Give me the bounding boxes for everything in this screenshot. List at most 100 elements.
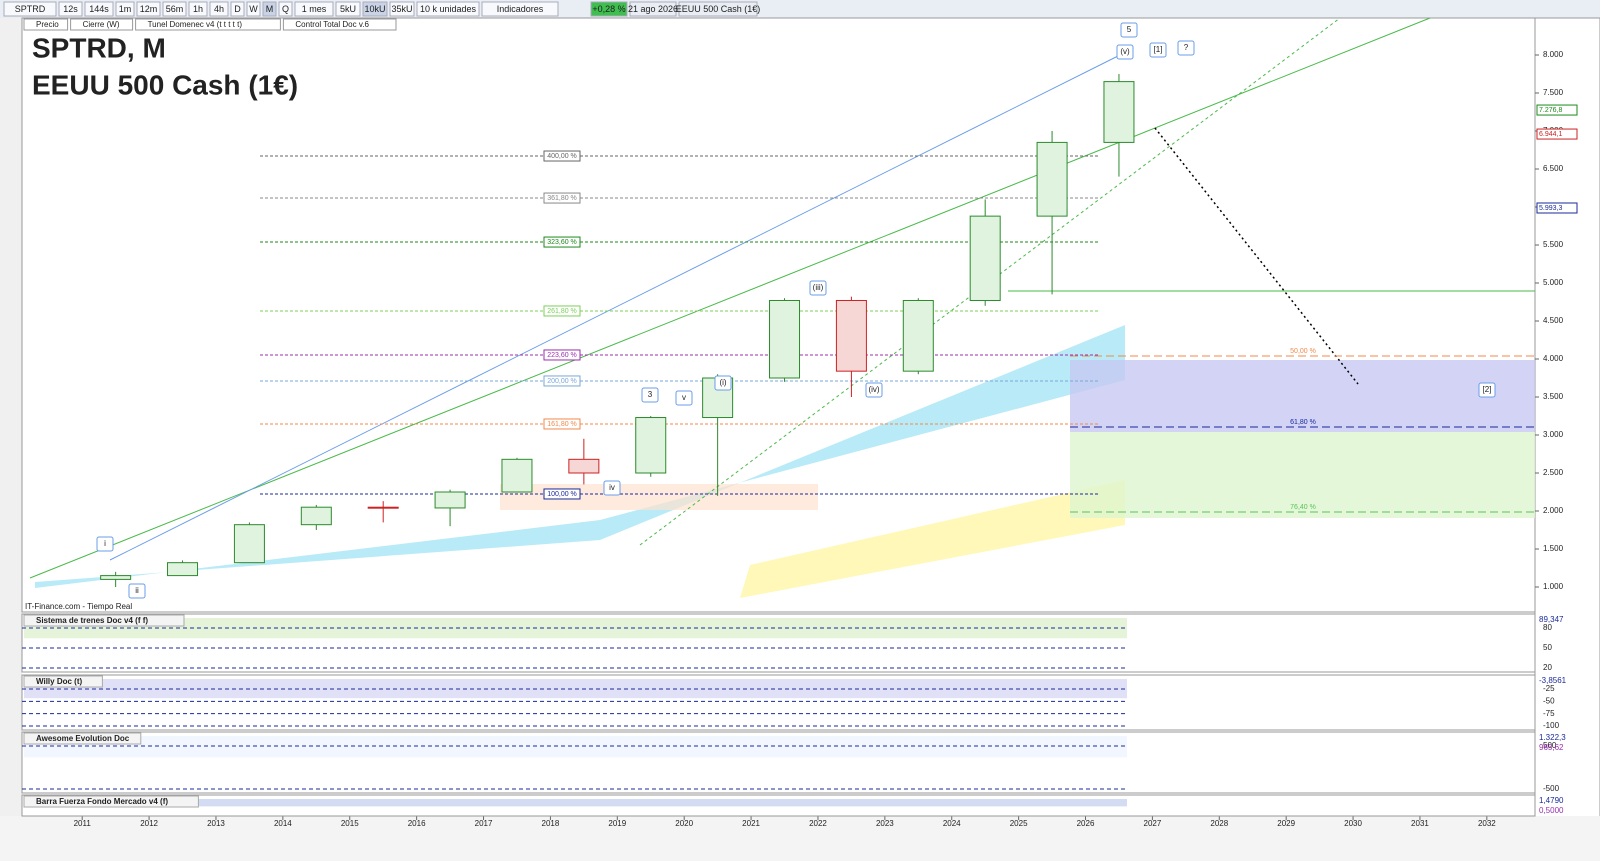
cyan-band <box>35 325 1125 588</box>
fib-label-box <box>543 236 581 248</box>
price-axis <box>1534 17 1600 819</box>
legend-item[interactable] <box>282 18 397 31</box>
toolbar-label[interactable]: Indicadores <box>497 4 544 14</box>
toolbar-button[interactable] <box>3 1 57 17</box>
candle-body <box>902 299 934 372</box>
toolbar-button[interactable] <box>678 1 758 17</box>
toolbar-button[interactable] <box>136 1 161 17</box>
wave-label: i <box>104 539 106 548</box>
x-tick-label: 2022 <box>809 819 827 828</box>
toolbar-button[interactable] <box>629 1 677 17</box>
toolbar-label[interactable]: W <box>249 4 258 14</box>
y-tick-label: 2.500 <box>1543 468 1564 477</box>
toolbar-label[interactable]: 10kU <box>364 4 385 14</box>
legend-item[interactable] <box>135 18 281 31</box>
wave-box <box>1478 382 1496 398</box>
panel-last-value: 89,347 <box>1539 615 1564 624</box>
toolbar-label[interactable]: 10 k unidades <box>420 4 477 14</box>
x-tick-label: 2012 <box>140 819 158 828</box>
wave-label: (iv) <box>868 385 879 394</box>
y-tick-label: 1.000 <box>1543 582 1564 591</box>
toolbar-button[interactable] <box>188 1 208 17</box>
y-tick-label: 1.500 <box>1543 544 1564 553</box>
candle-body <box>835 299 867 372</box>
toolbar-button[interactable] <box>230 1 245 17</box>
legend-item[interactable] <box>70 18 134 31</box>
toolbar-label[interactable]: +0,28 % <box>592 4 625 14</box>
toolbar-label[interactable]: EEUU 500 Cash (1€) <box>676 4 761 14</box>
toolbar-label[interactable]: 12m <box>140 4 158 14</box>
toolbar-button[interactable] <box>115 1 135 17</box>
channel-line <box>109 54 1121 561</box>
price-tag-label: 7.276,8 <box>1539 107 1562 114</box>
target-zone-blue <box>1070 360 1535 432</box>
panel-title-box[interactable] <box>23 795 199 808</box>
wave-box <box>1177 40 1195 56</box>
toolbar-button[interactable] <box>162 1 187 17</box>
toolbar-label[interactable]: 1m <box>119 4 132 14</box>
toolbar-label[interactable]: 4h <box>214 4 224 14</box>
toolbar-button[interactable] <box>416 1 480 17</box>
wave-box <box>809 280 827 296</box>
panel-title: Barra Fuerza Fondo Mercado v4 (f) <box>36 797 168 806</box>
toolbar-button[interactable] <box>335 1 361 17</box>
fib-label-box <box>543 349 581 361</box>
left-tools <box>0 18 22 861</box>
x-tick-label: 2018 <box>542 819 560 828</box>
toolbar-label[interactable]: 1h <box>193 4 203 14</box>
toolbar-button[interactable] <box>294 1 334 17</box>
panel-last-value: -3,8561 <box>1539 676 1567 685</box>
toolbar-label[interactable]: 1 mes <box>302 4 327 14</box>
toolbar-button[interactable] <box>389 1 415 17</box>
panel-tick-label: -100 <box>1543 721 1560 730</box>
toolbar-label[interactable]: 12s <box>63 4 78 14</box>
panel-tick-label: -75 <box>1543 709 1555 718</box>
legend-item[interactable] <box>23 18 69 31</box>
toolbar-button[interactable] <box>262 1 277 17</box>
candle-body <box>501 458 533 493</box>
panel-tick-label: 80 <box>1543 623 1552 632</box>
toolbar-button[interactable] <box>209 1 229 17</box>
x-tick-label: 2027 <box>1144 819 1162 828</box>
retracement-label: 50,00 % <box>1290 348 1316 355</box>
wave-box <box>675 390 693 406</box>
panel-tick-label: -500 <box>1543 784 1560 793</box>
toolbar-label[interactable]: 144s <box>89 4 109 14</box>
toolbar-button[interactable] <box>58 1 83 17</box>
retracement-label: 76,40 % <box>1290 504 1316 511</box>
toolbar-button[interactable] <box>362 1 388 17</box>
toolbar-button[interactable] <box>590 1 628 17</box>
toolbar-label[interactable]: D <box>234 4 241 14</box>
toolbar-label[interactable]: SPTRD <box>15 4 46 14</box>
fib-label-box <box>543 192 581 204</box>
panel-last-value: 1.322,3 <box>1539 733 1566 742</box>
wave-box <box>641 387 659 403</box>
toolbar-label[interactable]: 5kU <box>340 4 356 14</box>
toolbar-label[interactable]: 35kU <box>391 4 412 14</box>
toolbar-button[interactable] <box>481 1 559 17</box>
price-tag-label: 6.944,1 <box>1539 131 1562 138</box>
y-tick-label: 3.500 <box>1543 392 1564 401</box>
fib-label: 161,80 % <box>547 421 577 428</box>
toolbar-button[interactable] <box>84 1 114 17</box>
toolbar-label[interactable]: 21 ago 2026 <box>628 4 678 14</box>
toolbar-label[interactable]: 56m <box>166 4 184 14</box>
panel-title: Awesome Evolution Doc <box>36 734 130 743</box>
candle-body <box>100 575 132 580</box>
panel-title-box[interactable] <box>23 675 103 688</box>
toolbar-button[interactable] <box>246 1 261 17</box>
panel-title-box[interactable] <box>23 732 142 745</box>
candle-body <box>300 506 332 526</box>
toolbar-label[interactable]: M <box>266 4 274 14</box>
panel-title-box[interactable] <box>23 614 185 627</box>
candle-body <box>568 458 600 474</box>
fib-label: 261,80 % <box>547 308 577 315</box>
x-tick-label: 2020 <box>675 819 693 828</box>
toolbar-label[interactable]: Q <box>282 4 289 14</box>
toolbar-button[interactable] <box>278 1 293 17</box>
chart-title: SPTRD, M <box>32 32 166 63</box>
x-tick-label: 2023 <box>876 819 894 828</box>
wave-label: [1] <box>1154 45 1163 54</box>
